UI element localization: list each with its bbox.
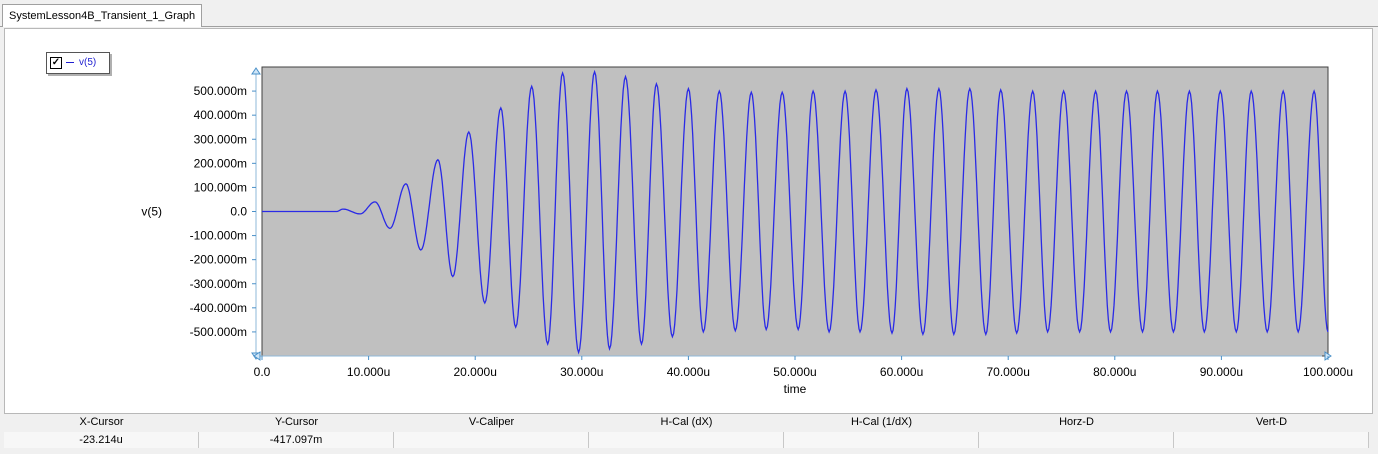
x-tick-label: 30.000u <box>560 365 603 379</box>
legend-line-sample <box>66 62 74 63</box>
tab-graph[interactable]: SystemLesson4B_Transient_1_Graph <box>2 4 203 27</box>
x-axis-label: time <box>784 382 807 396</box>
status-header-horz-d: Horz-D <box>1059 416 1094 428</box>
legend: ✓ v(5) <box>46 52 110 74</box>
status-header-y-cursor: Y-Cursor <box>275 416 318 428</box>
status-header-x-cursor: X-Cursor <box>79 416 124 428</box>
x-tick-label: 60.000u <box>880 365 923 379</box>
tab-bar: SystemLesson4B_Transient_1_Graph <box>0 0 1378 27</box>
legend-label: v(5) <box>79 57 97 68</box>
status-value-vert-d <box>1174 432 1369 448</box>
x-tick-label: 20.000u <box>454 365 497 379</box>
status-header-h-cal-dx: H-Cal (dX) <box>660 416 713 428</box>
status-value-y-cursor: -417.097m <box>199 432 394 448</box>
y-tick-label: 300.000m <box>194 132 247 146</box>
x-tick-label: 50.000u <box>773 365 816 379</box>
status-value-h-cal-1-dx <box>784 432 979 448</box>
y-tick-label: 0.0 <box>230 205 247 219</box>
y-tick-label: -100.000m <box>190 229 247 243</box>
x-tick-label: 0.0 <box>254 365 271 379</box>
x-tick-label: 80.000u <box>1093 365 1136 379</box>
y-tick-label: -400.000m <box>190 301 247 315</box>
status-value-v-caliper <box>394 432 589 448</box>
legend-checkbox[interactable]: ✓ <box>50 57 62 69</box>
status-header-v-caliper: V-Caliper <box>468 416 515 428</box>
y-tick-label: -200.000m <box>190 253 247 267</box>
y-tick-label: -300.000m <box>190 277 247 291</box>
x-tick-label: 10.000u <box>347 365 390 379</box>
status-header-h-cal-1-dx: H-Cal (1/dX) <box>850 416 913 428</box>
y-tick-label: 100.000m <box>194 180 247 194</box>
transient-chart[interactable]: -500.000m -400.000m -300.000m -200.000m -100… <box>0 0 1378 412</box>
y-tick-label: 400.000m <box>194 108 247 122</box>
cursor-status-bar: X-Cursor Y-Cursor V-Caliper H-Cal (dX) H… <box>4 414 1371 450</box>
y-axis-label: v(5) <box>141 205 162 219</box>
x-tick-label: 90.000u <box>1200 365 1243 379</box>
series-line-v5[interactable] <box>262 69 1329 355</box>
status-value-x-cursor: -23.214u <box>4 432 199 448</box>
y-tick-label: -500.000m <box>190 325 247 339</box>
status-value-h-cal-dx <box>589 432 784 448</box>
x-axis-left-handle[interactable] <box>253 351 261 361</box>
y-axis-top-handle[interactable] <box>251 67 261 75</box>
y-tick-label: 500.000m <box>194 84 247 98</box>
x-tick-label: 40.000u <box>667 365 710 379</box>
x-tick-label: 70.000u <box>987 365 1030 379</box>
status-header-vert-d: Vert-D <box>1255 416 1288 428</box>
status-value-horz-d <box>979 432 1174 448</box>
y-tick-label: 200.000m <box>194 156 247 170</box>
x-tick-label: 100.000u <box>1303 365 1353 379</box>
